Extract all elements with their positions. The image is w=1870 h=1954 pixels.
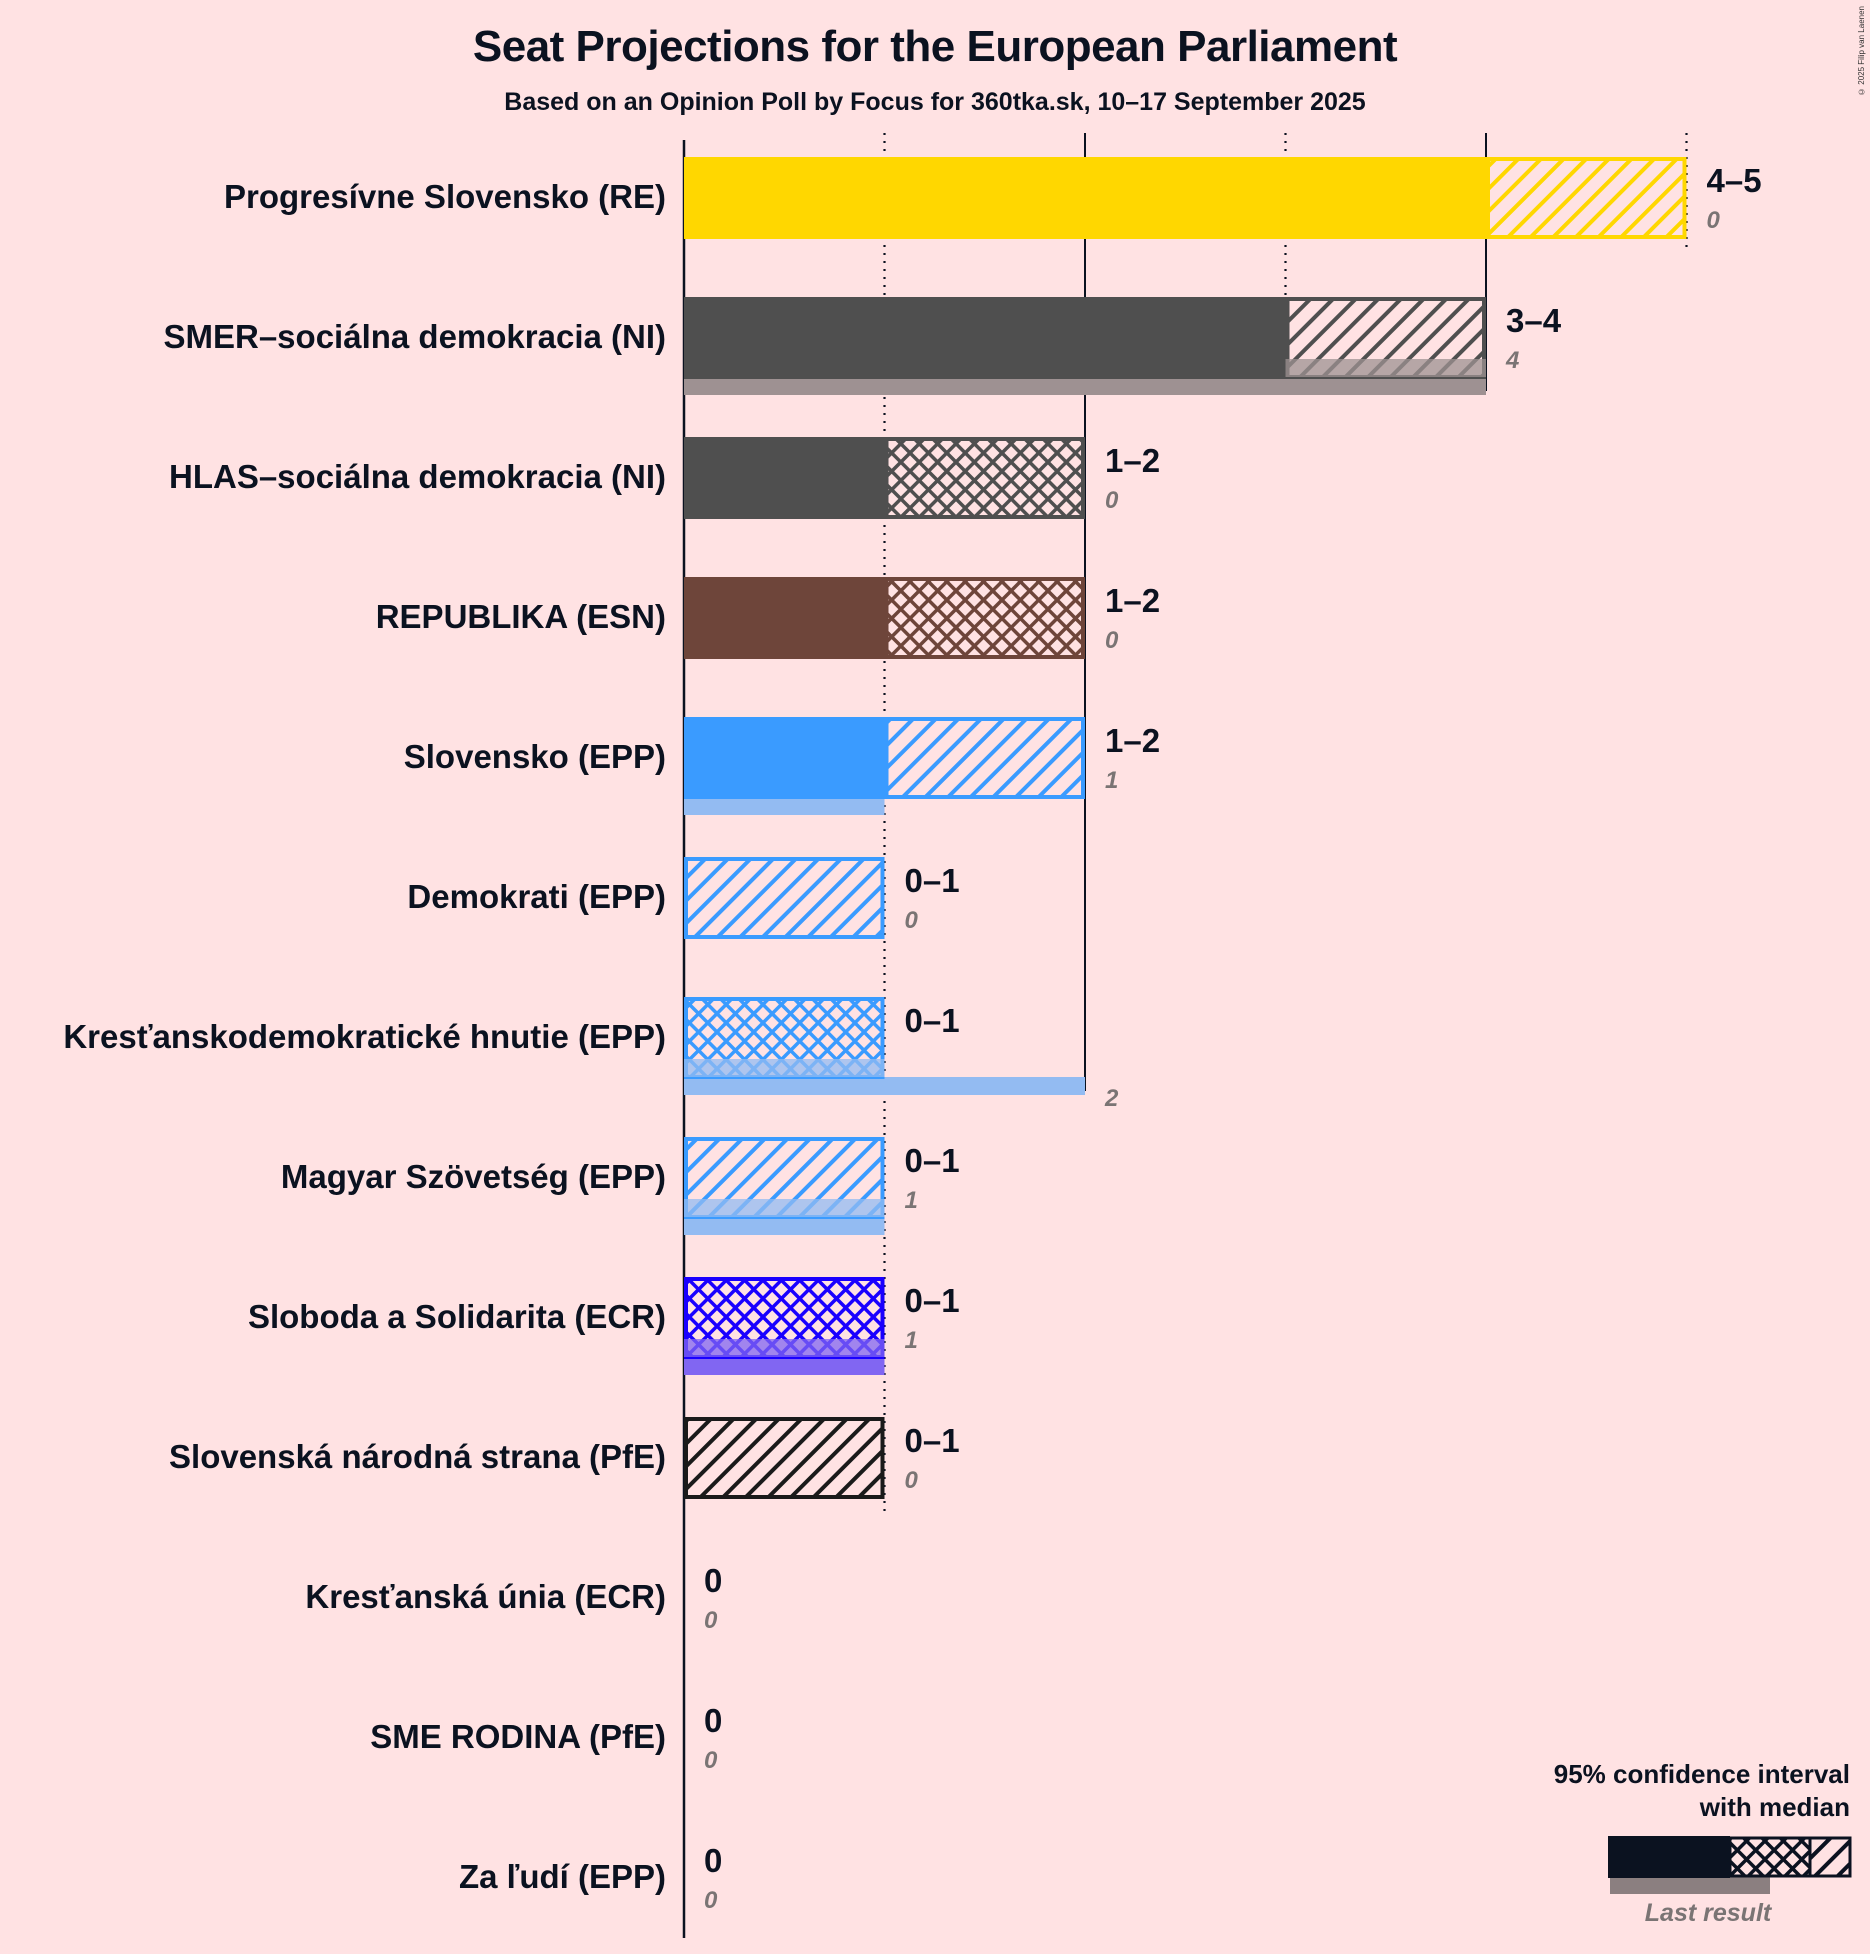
range-label: 1–2 [1105, 442, 1160, 479]
party-row [684, 297, 1486, 395]
confidence-solid-segment [684, 157, 1486, 239]
party-label: Sloboda a Solidarita (ECR) [248, 1298, 666, 1335]
last-result-overlay [684, 1059, 885, 1077]
party-label: Za ľudí (EPP) [459, 1858, 666, 1895]
last-result-label: 0 [1105, 487, 1119, 514]
confidence-upper-segment [884, 717, 1085, 799]
last-result-label: 0 [1707, 207, 1721, 234]
party-label: Kresťanská únia (ECR) [305, 1578, 666, 1615]
last-result-label: 0 [704, 1607, 718, 1634]
party-row [684, 157, 1687, 239]
legend: 95% confidence interval with median Last… [1554, 1759, 1852, 1927]
legend-cross-segment [1728, 1836, 1812, 1878]
last-result-label: 1 [1105, 767, 1118, 794]
confidence-solid-segment [684, 437, 885, 519]
legend-title-line1: 95% confidence interval [1554, 1759, 1850, 1789]
last-result-overlay [684, 1199, 885, 1217]
last-result-bar [684, 1357, 885, 1375]
legend-last-result-swatch [1610, 1876, 1770, 1894]
last-result-bar [684, 1217, 885, 1235]
legend-median-bar [1608, 1836, 1730, 1878]
party-row [684, 1417, 885, 1499]
confidence-median-segment [884, 577, 1085, 659]
last-result-label: 0 [1105, 627, 1119, 654]
range-label: 0 [704, 1702, 722, 1739]
last-result-label: 1 [905, 1327, 918, 1354]
last-result-label: 2 [1104, 1085, 1119, 1112]
range-label: 3–4 [1506, 302, 1562, 339]
range-label: 1–2 [1105, 722, 1160, 759]
party-label: SME RODINA (PfE) [370, 1718, 666, 1755]
last-result-overlay [684, 1339, 885, 1357]
party-label: Slovensko (EPP) [404, 738, 666, 775]
last-result-overlay [1285, 359, 1486, 377]
last-result-label: 0 [704, 1747, 718, 1774]
confidence-solid-segment [684, 297, 1286, 379]
party-row [684, 437, 1085, 519]
party-label: SMER–sociálna demokracia (NI) [163, 318, 666, 355]
confidence-upper-segment [1486, 157, 1687, 239]
confidence-upper-segment [684, 1417, 885, 1499]
range-label: 0–1 [905, 1002, 960, 1039]
party-row [684, 1277, 885, 1375]
confidence-solid-segment [684, 717, 885, 799]
last-result-bar [684, 1077, 1085, 1095]
range-label: 0 [704, 1842, 722, 1879]
last-result-label: 0 [704, 1887, 718, 1914]
last-result-label: 0 [905, 907, 919, 934]
last-result-label: 0 [905, 1467, 919, 1494]
last-result-label: 1 [905, 1187, 918, 1214]
party-label: HLAS–sociálna demokracia (NI) [169, 458, 666, 495]
last-result-bar [684, 797, 885, 815]
party-row [684, 717, 1085, 815]
confidence-upper-segment [684, 857, 885, 939]
party-row [684, 997, 1085, 1095]
party-label: Slovenská národná strana (PfE) [169, 1438, 666, 1475]
range-label: 4–5 [1707, 162, 1762, 199]
legend-hatch-segment [1808, 1836, 1852, 1878]
confidence-median-segment [884, 437, 1085, 519]
legend-title-line2: with median [1699, 1792, 1850, 1822]
labels: Progresívne Slovensko (RE) 4–5 0 SMER–sociá… [63, 162, 1761, 1914]
party-row [684, 857, 885, 939]
confidence-solid-segment [684, 577, 885, 659]
last-result-bar [684, 377, 1486, 395]
party-label: Kresťanskodemokratické hnutie (EPP) [63, 1018, 666, 1055]
range-label: 0–1 [905, 862, 960, 899]
range-label: 0–1 [905, 1282, 960, 1319]
range-label: 0–1 [905, 1422, 960, 1459]
party-label: REPUBLIKA (ESN) [376, 598, 666, 635]
party-label: Progresívne Slovensko (RE) [224, 178, 666, 215]
chart-title: Seat Projections for the European Parlia… [472, 22, 1398, 71]
party-row [684, 577, 1085, 659]
range-label: 0–1 [905, 1142, 960, 1179]
last-result-label: 4 [1505, 347, 1519, 374]
party-label: Magyar Szövetség (EPP) [281, 1158, 666, 1195]
party-label: Demokrati (EPP) [407, 878, 666, 915]
legend-last-result-label: Last result [1645, 1899, 1773, 1927]
range-label: 1–2 [1105, 582, 1160, 619]
range-label: 0 [704, 1562, 722, 1599]
bars [684, 157, 1687, 1499]
chart-subtitle: Based on an Opinion Poll by Focus for 36… [504, 88, 1366, 116]
party-row [684, 1137, 885, 1235]
